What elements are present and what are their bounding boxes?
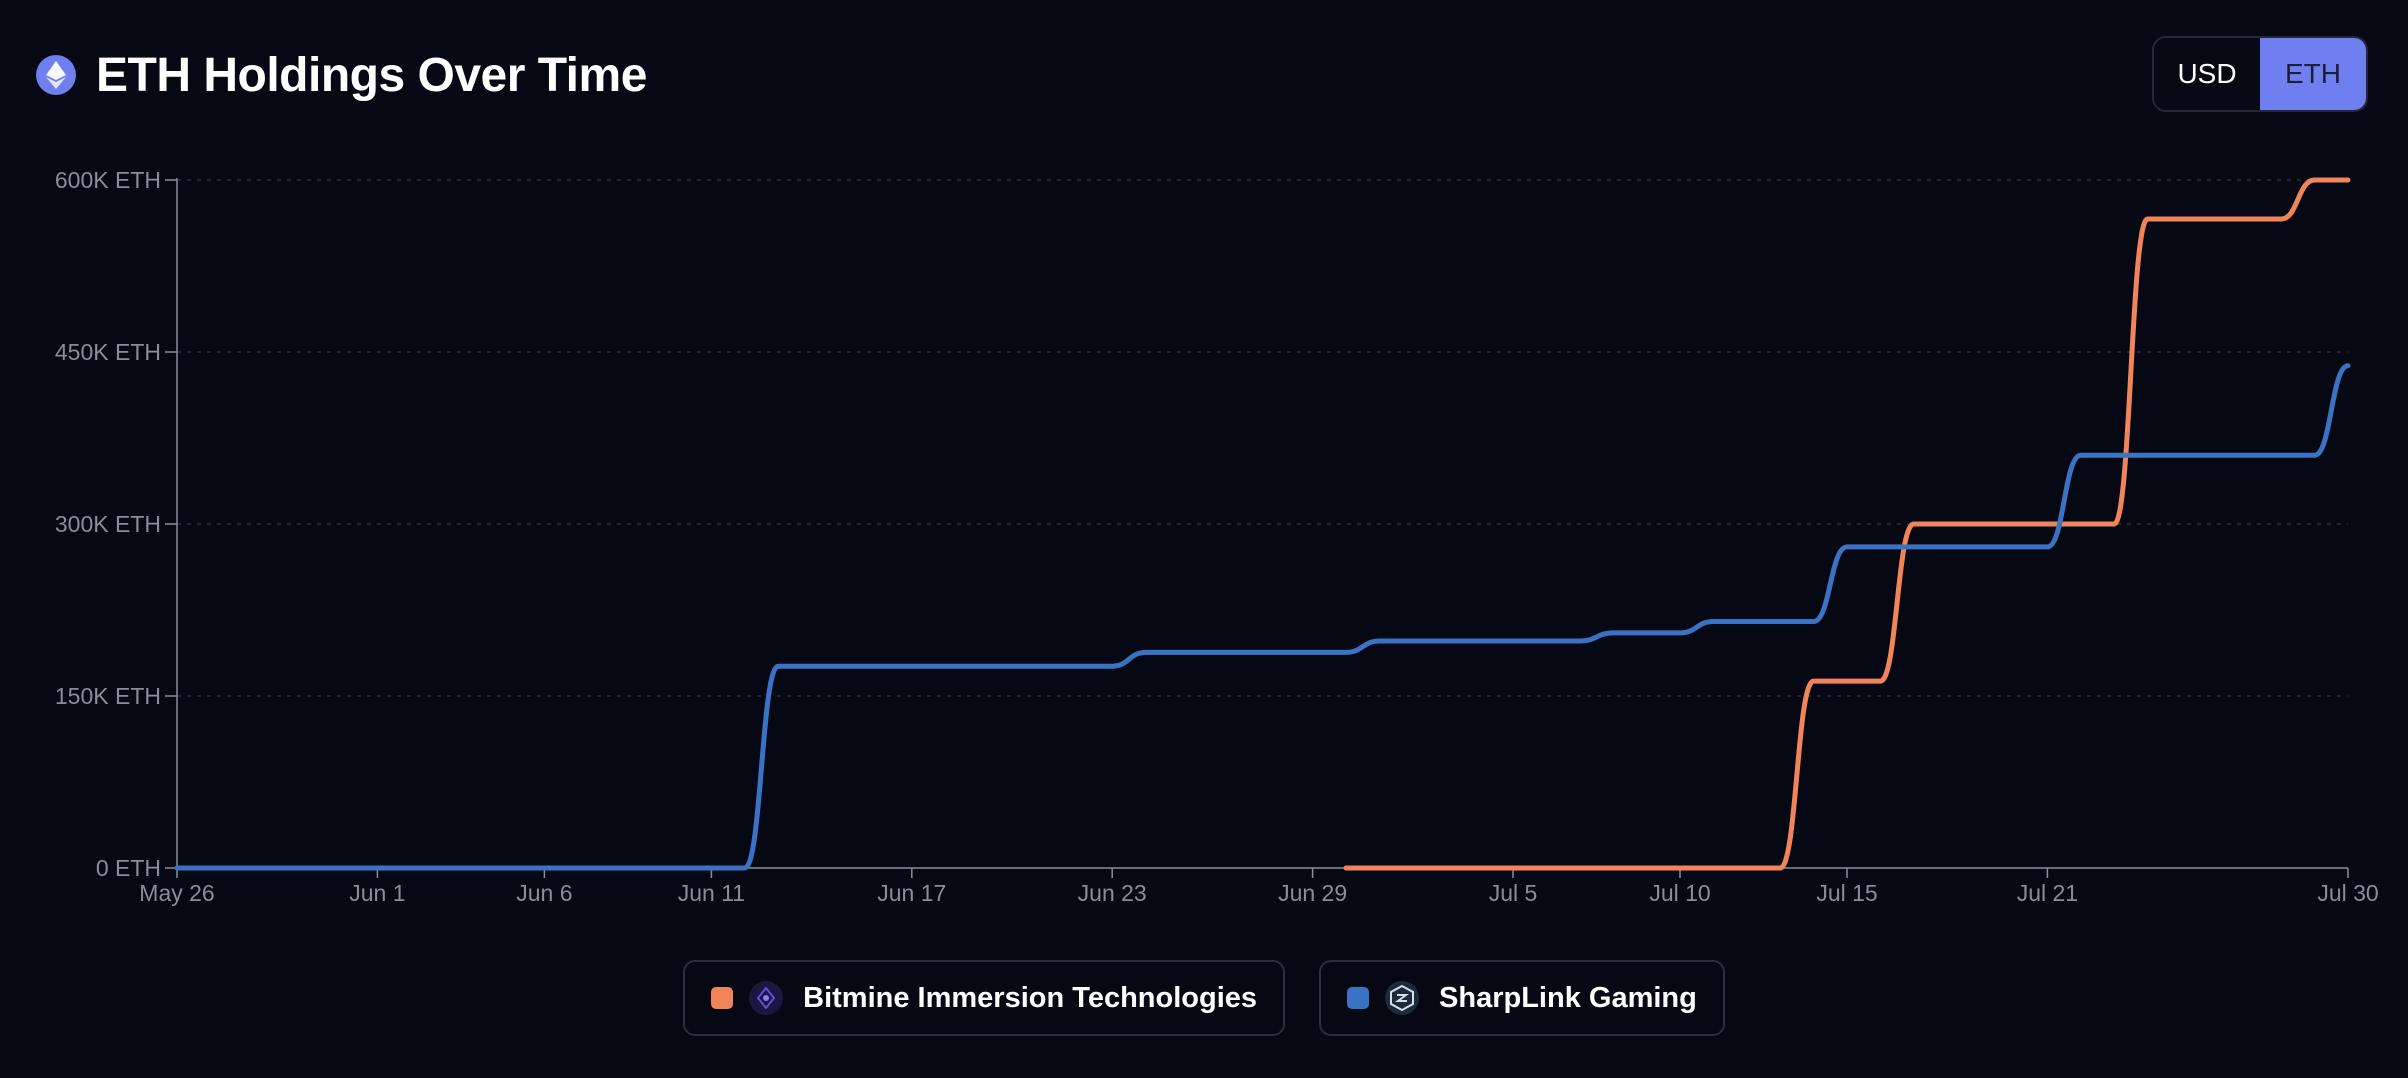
eth-toggle-button[interactable]: ETH bbox=[2260, 38, 2366, 110]
legend-item-bitmine[interactable]: Bitmine Immersion Technologies bbox=[683, 960, 1286, 1036]
x-tick-label: May 26 bbox=[139, 880, 214, 906]
legend-swatch-bitmine bbox=[711, 987, 734, 1009]
x-tick-label: Jun 6 bbox=[516, 880, 572, 906]
x-tick-label: Jul 10 bbox=[1649, 880, 1710, 906]
sharplink-logo-icon bbox=[1385, 981, 1420, 1015]
page-title: ETH Holdings Over Time bbox=[96, 48, 647, 102]
x-tick-label: Jul 21 bbox=[2017, 880, 2078, 906]
x-tick-label: Jun 11 bbox=[678, 880, 745, 906]
legend-swatch-sharplink bbox=[1347, 987, 1370, 1009]
currency-toggle: USD ETH bbox=[2152, 36, 2368, 112]
x-tick-label: Jun 29 bbox=[1278, 880, 1347, 906]
chart-header: ETH Holdings Over Time bbox=[36, 40, 647, 110]
chart-legend: Bitmine Immersion Technologies SharpLink… bbox=[0, 960, 2408, 1036]
series-line-sharplink bbox=[174, 363, 2351, 871]
y-tick-label: 450K ETH bbox=[55, 339, 161, 365]
legend-label-sharplink: SharpLink Gaming bbox=[1439, 981, 1697, 1014]
series-line-bitmine bbox=[1343, 177, 2351, 871]
x-tick-label: Jul 15 bbox=[1816, 880, 1877, 906]
x-tick-label: Jun 23 bbox=[1078, 880, 1147, 906]
y-tick-label: 0 ETH bbox=[96, 855, 161, 881]
usd-toggle-button[interactable]: USD bbox=[2154, 38, 2260, 110]
x-tick-label: Jun 1 bbox=[349, 880, 405, 906]
legend-item-sharplink[interactable]: SharpLink Gaming bbox=[1319, 960, 1725, 1036]
x-tick-label: Jun 17 bbox=[877, 880, 946, 906]
x-tick-label: Jul 5 bbox=[1489, 880, 1538, 906]
legend-label-bitmine: Bitmine Immersion Technologies bbox=[803, 981, 1258, 1014]
x-tick-label: Jul 30 bbox=[2317, 880, 2378, 906]
holdings-line-chart: 0 ETH 150K ETH 300K ETH 450K ETH 600K ETH May… bbox=[55, 167, 2379, 906]
y-tick-label: 150K ETH bbox=[55, 683, 161, 709]
y-tick-label: 600K ETH bbox=[55, 167, 161, 193]
bitmine-logo-icon bbox=[749, 981, 784, 1015]
y-tick-label: 300K ETH bbox=[55, 511, 161, 537]
ethereum-icon bbox=[36, 55, 76, 95]
